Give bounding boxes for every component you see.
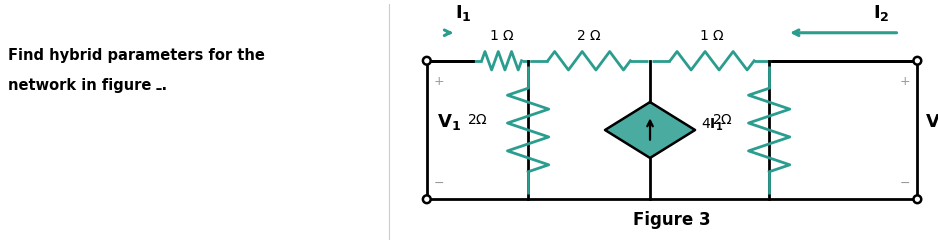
Text: Find hybrid parameters for the: Find hybrid parameters for the	[8, 48, 265, 63]
Text: network in figure ـ.: network in figure ـ.	[8, 78, 167, 93]
Text: +: +	[433, 75, 445, 88]
Text: $2\ \Omega$: $2\ \Omega$	[576, 29, 602, 43]
Text: $4\mathbf{I_1}$: $4\mathbf{I_1}$	[701, 117, 723, 133]
Text: $\mathbf{I_1}$: $\mathbf{I_1}$	[455, 3, 472, 23]
Text: +: +	[900, 75, 911, 88]
Text: $1\ \Omega$: $1\ \Omega$	[489, 29, 514, 43]
Text: $2\Omega$: $2\Omega$	[712, 113, 734, 127]
Text: $2\Omega$: $2\Omega$	[467, 113, 488, 127]
Text: Figure 3: Figure 3	[633, 211, 711, 229]
Text: $\mathbf{V_1}$: $\mathbf{V_1}$	[437, 112, 461, 132]
Text: $1\ \Omega$: $1\ \Omega$	[700, 29, 725, 43]
Circle shape	[423, 195, 431, 203]
Text: $\mathbf{V_2}$: $\mathbf{V_2}$	[926, 112, 938, 132]
Circle shape	[914, 57, 921, 65]
Text: $\mathbf{I_2}$: $\mathbf{I_2}$	[872, 3, 889, 23]
Text: −: −	[433, 177, 445, 190]
Circle shape	[914, 195, 921, 203]
Polygon shape	[605, 102, 695, 158]
Text: −: −	[900, 177, 911, 190]
Circle shape	[423, 57, 431, 65]
